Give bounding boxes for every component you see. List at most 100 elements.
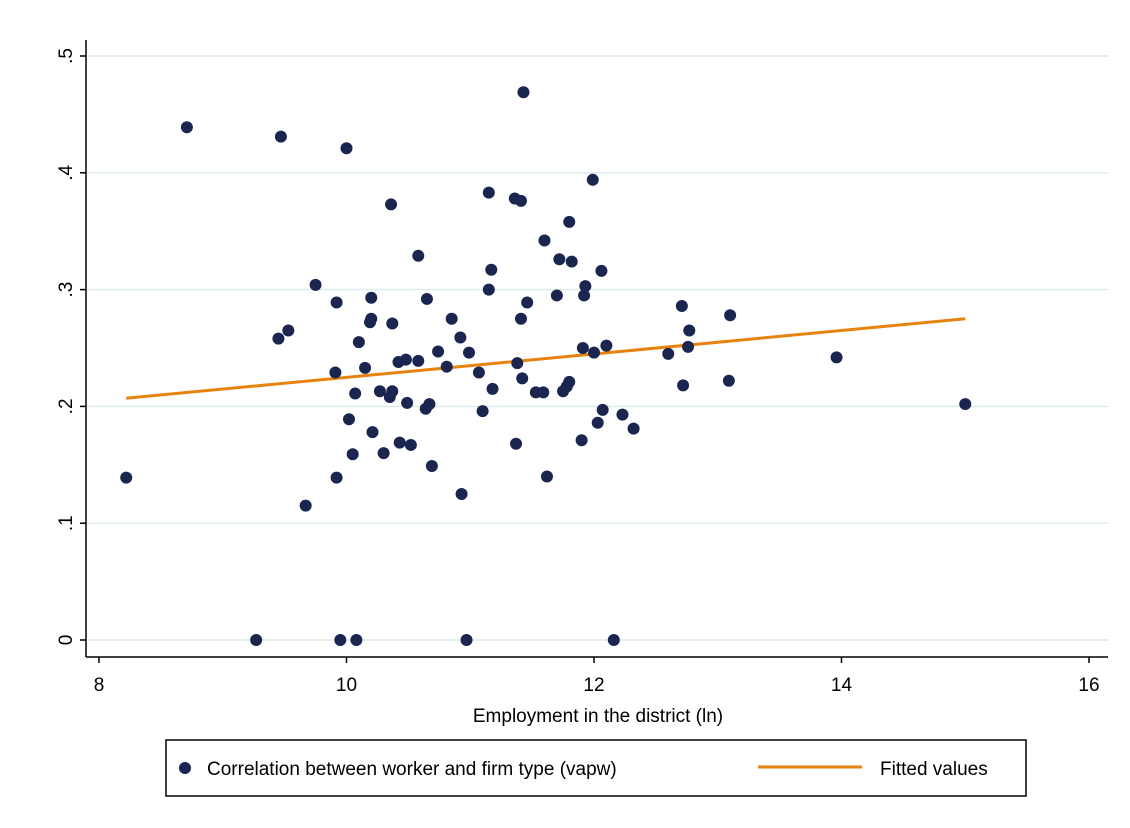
scatter-point-63 [538, 234, 551, 247]
scatter-point-30 [393, 436, 406, 449]
scatter-point-26 [385, 198, 398, 211]
scatter-point-50 [482, 186, 495, 199]
scatter-point-56 [514, 194, 527, 207]
scatter-point-75 [579, 280, 592, 293]
scatter-point-27 [386, 385, 399, 398]
scatter-point-79 [595, 264, 608, 277]
y-tick-label-0: 0 [56, 635, 77, 646]
scatter-point-59 [517, 86, 530, 99]
scatter-point-85 [662, 347, 675, 360]
scatter-point-10 [330, 471, 343, 484]
scatter-point-18 [359, 361, 372, 374]
scatter-point-70 [563, 215, 576, 228]
scatter-point-87 [677, 379, 690, 392]
scatter-point-69 [563, 375, 576, 388]
scatter-point-82 [607, 634, 620, 646]
scatter-point-5 [282, 324, 295, 337]
scatter-point-9 [330, 296, 343, 309]
scatter-point-4 [274, 130, 287, 143]
scatter-point-66 [553, 253, 566, 266]
scatter-point-72 [575, 434, 588, 447]
scatter-point-1 [180, 121, 193, 134]
scatter-point-89 [683, 324, 696, 337]
y-tick-label-2: .2 [56, 398, 77, 414]
scatter-point-20 [365, 312, 378, 325]
scatter-point-47 [472, 366, 485, 379]
scatter-point-71 [565, 255, 578, 268]
scatter-point-38 [423, 398, 436, 411]
scatter-point-43 [454, 331, 467, 344]
scatter-point-64 [540, 470, 553, 483]
legend-scatter-marker [179, 762, 191, 774]
scatter-point-8 [329, 366, 342, 379]
y-tick-label-1: .1 [56, 515, 77, 531]
scatter-point-48 [476, 405, 489, 418]
scatter-point-57 [514, 312, 527, 325]
scatter-point-84 [627, 422, 640, 435]
scatter-point-78 [591, 416, 604, 429]
scatter-point-41 [440, 360, 453, 373]
scatter-point-81 [600, 339, 613, 352]
scatter-point-3 [272, 332, 285, 345]
legend: Correlation between worker and firm type… [165, 739, 1027, 797]
scatter-point-39 [425, 459, 438, 472]
scatter-point-35 [412, 354, 425, 367]
scatter-point-0 [120, 471, 133, 484]
scatter-point-49 [482, 283, 495, 296]
scatter-point-6 [299, 499, 312, 512]
scatter-point-15 [349, 387, 362, 400]
y-tick-label-5: .5 [56, 48, 77, 64]
scatter-point-46 [463, 346, 476, 359]
axes-layer: 0 .1 .2 .3 .4 .5 8 10 12 14 16 [56, 40, 1108, 696]
x-tick-label-1: 10 [336, 675, 357, 696]
scatter-point-88 [682, 340, 695, 353]
grid-layer [86, 55, 1108, 641]
scatter-point-37 [420, 292, 433, 305]
scatter-point-90 [722, 374, 735, 387]
scatter-point-77 [588, 346, 600, 359]
fit-line-layer [126, 317, 966, 400]
scatter-point-73 [576, 342, 589, 354]
scatter-point-76 [586, 173, 599, 186]
scatter-point-60 [521, 296, 534, 309]
legend-label-fit: Fitted values [880, 759, 988, 780]
y-tick-label-4: .4 [56, 164, 77, 180]
scatter-point-33 [404, 438, 417, 451]
scatter-point-86 [675, 299, 688, 312]
scatter-point-32 [401, 396, 414, 409]
scatter-point-31 [399, 353, 412, 366]
scatter-point-12 [340, 142, 353, 155]
y-tick-label-3: .3 [56, 282, 77, 298]
x-tick-label-4: 16 [1078, 675, 1099, 696]
scatter-point-7 [309, 278, 322, 291]
scatter-point-24 [377, 447, 390, 460]
x-axis-label: Employment in the district (ln) [473, 706, 723, 727]
scatter-point-80 [596, 403, 609, 416]
scatter-point-45 [460, 634, 473, 646]
scatter-point-21 [365, 291, 378, 304]
scatter-point-28 [386, 317, 399, 330]
fitted-values-line [126, 317, 966, 400]
scatter-point-54 [510, 437, 523, 450]
scatter-point-17 [352, 336, 365, 349]
points-layer [120, 86, 972, 646]
legend-label-scatter: Correlation between worker and firm type… [207, 759, 617, 780]
scatter-point-14 [346, 448, 359, 461]
x-tick-label-0: 8 [94, 675, 105, 696]
scatter-point-34 [412, 249, 425, 262]
scatter-point-55 [511, 357, 524, 370]
scatter-point-23 [373, 385, 386, 398]
scatter-point-52 [486, 382, 499, 395]
scatter-point-93 [959, 398, 972, 411]
scatter-point-92 [830, 351, 843, 364]
scatter-point-83 [616, 408, 629, 421]
scatter-point-40 [432, 345, 445, 358]
scatter-point-74 [578, 289, 591, 302]
scatter-point-91 [724, 309, 737, 322]
x-tick-label-3: 14 [831, 675, 853, 696]
scatter-point-58 [516, 372, 529, 385]
scatter-point-2 [250, 634, 263, 646]
scatter-point-51 [485, 263, 498, 276]
